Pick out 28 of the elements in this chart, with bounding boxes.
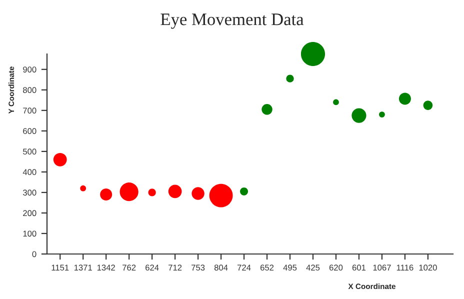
x-tick-label: 1151 (52, 264, 69, 271)
x-tick-label: 1371 (74, 264, 92, 271)
x-tick-label: 724 (238, 264, 251, 270)
x-tick-label: 1116 (396, 264, 414, 271)
chart-title: Eye Movement Data (160, 14, 304, 29)
x-tick-label: 601 (352, 264, 366, 271)
y-tick-label: 400 (22, 169, 36, 176)
x-tick-label: 1067 (373, 264, 391, 271)
y-tick-label: 300 (23, 190, 36, 196)
x-tick-label: 652 (260, 264, 274, 271)
x-tick-label: 1342 (97, 264, 115, 271)
y-tick-label: 800 (23, 87, 36, 93)
x-tick-label: 712 (168, 264, 182, 270)
x-tick-label: 425 (306, 264, 320, 271)
y-tick-label: 700 (23, 108, 36, 114)
x-tick-label: 495 (283, 264, 297, 271)
y-tick-label: 0 (32, 251, 36, 258)
x-tick-label: 804 (214, 264, 228, 271)
y-tick-label: 600 (23, 128, 36, 134)
x-tick-label: 624 (146, 264, 159, 271)
x-tick-label: 1020 (419, 264, 437, 271)
y-tick-label: 900 (23, 66, 36, 72)
x-tick-label: 753 (192, 264, 205, 271)
y-tick-label: 500 (23, 148, 36, 155)
y-tick-label: 100 (23, 230, 36, 237)
x-tick-label: 762 (122, 264, 136, 271)
x-tick-label: 620 (329, 264, 343, 271)
y-tick-label: 200 (23, 210, 36, 216)
